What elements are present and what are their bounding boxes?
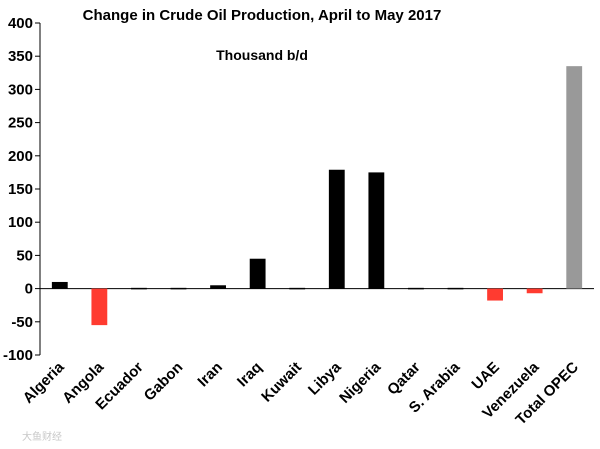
y-tick-label: 50 <box>16 247 33 264</box>
bar-total-opec <box>566 66 583 289</box>
x-tick-label: Algeria <box>20 358 68 406</box>
bar-algeria <box>51 281 68 289</box>
bars <box>51 66 583 326</box>
x-tick-label: Iraq <box>234 359 265 390</box>
y-tick-label: 200 <box>8 148 33 165</box>
y-tick-label: 100 <box>8 214 33 231</box>
x-tick-label: Kuwait <box>258 359 305 406</box>
y-tick-label: 300 <box>8 81 33 98</box>
x-tick-label: Gabon <box>141 359 187 405</box>
y-tick-label: 250 <box>8 115 33 132</box>
x-tick-label: UAE <box>468 359 502 393</box>
y-tick-label: -100 <box>3 347 33 364</box>
y-tick-label: 400 <box>8 15 33 32</box>
bar-ecuador <box>131 287 147 290</box>
y-ticks: -100 -50 0 50 100 150 200 250 300 350 400 <box>3 15 40 364</box>
x-tick-label: Nigeria <box>336 358 384 406</box>
bar-qatar <box>408 287 424 290</box>
bar-iran <box>210 285 226 289</box>
y-tick-label: 350 <box>8 48 33 65</box>
bar-nigeria <box>368 172 385 289</box>
x-tick-label: Iran <box>194 359 225 390</box>
y-tick-label: 150 <box>8 181 33 198</box>
bar-kuwait <box>289 287 306 290</box>
y-tick-label: -50 <box>11 314 33 331</box>
bar-venezuela <box>526 288 543 294</box>
axes <box>39 23 594 355</box>
bar-uae <box>487 288 503 301</box>
bar-s-arabia <box>447 287 464 290</box>
bar-angola <box>91 288 108 326</box>
watermark-text: 大鱼财经 <box>22 430 62 443</box>
bar-gabon <box>170 287 187 290</box>
y-tick-label: 0 <box>25 281 33 298</box>
chart-title: Change in Crude Oil Production, April to… <box>83 7 442 24</box>
chart-subtitle: Thousand b/d <box>216 47 308 63</box>
bar-libya <box>328 169 345 289</box>
bar-iraq <box>249 258 266 289</box>
